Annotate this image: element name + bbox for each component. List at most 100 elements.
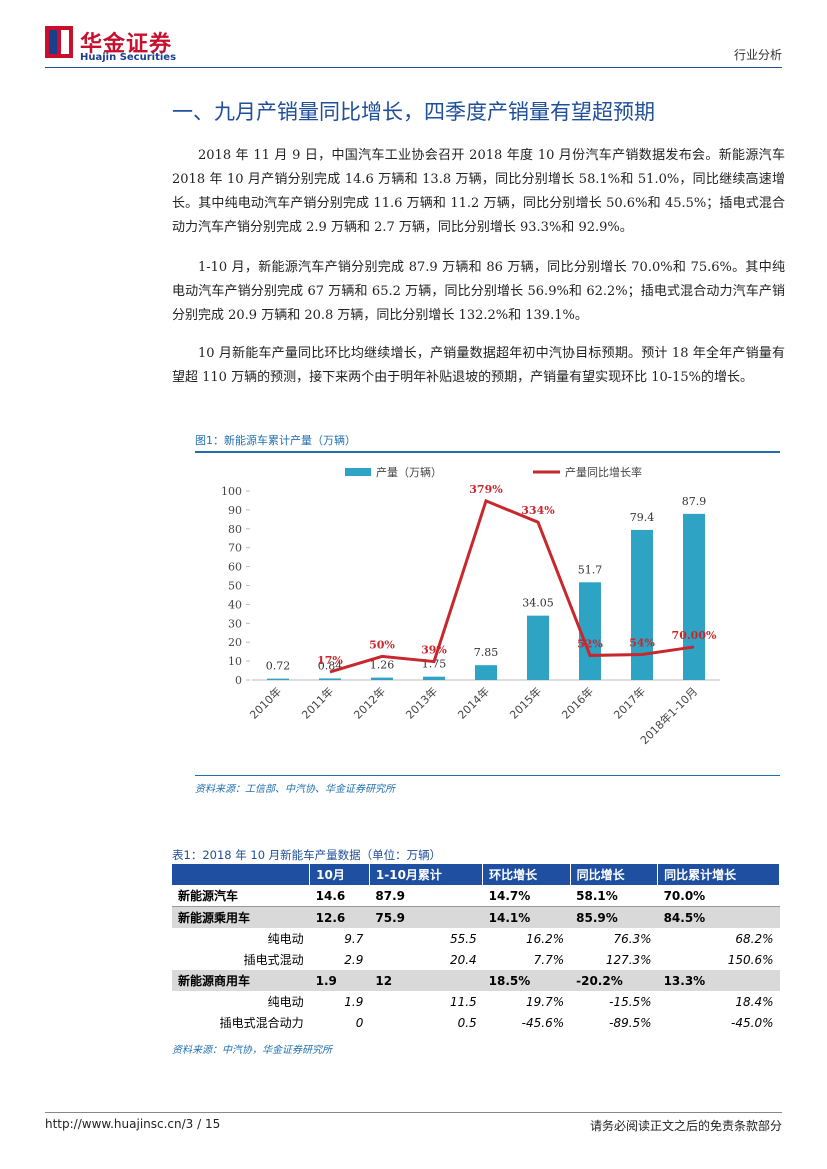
bar [267,678,289,680]
table-cell: 20.4 [449,952,477,967]
line-value-label: 17% [317,654,343,667]
x-tick-label: 2013年 [403,684,440,721]
logo-icon [45,26,73,58]
table-cell: 插电式混合动力 [219,1016,304,1030]
table-cell: 新能源商用车 [172,970,310,991]
bar [371,677,393,680]
chart: 0 10 20 30 40 50 60 70 80 90 100 产量（万辆） 产量同比增长率 2010年… [221,465,720,747]
table-cell: 14.1% [482,906,571,928]
table-cell: 7.7% [533,952,565,967]
table-cell: 13.3% [657,970,780,991]
header-row: 10月 1-10月累计 环比增长 同比增长 同比累计增长 [172,864,780,885]
table-cell: 55.5 [449,931,477,946]
footer-disclaimer: 请务必阅读正文之后的免责条款部分 [589,1119,782,1133]
line-value-label: 54% [629,636,655,649]
line-value-label: 39% [421,644,447,657]
table-cell: 18.5% [482,970,571,991]
x-tick-label: 2016年 [559,684,596,721]
table-cell: 新能源汽车 [172,885,310,907]
bar [319,678,341,680]
header-cell: 环比增长 [482,864,571,885]
paragraph: 1-10 月，新能源汽车产销分别完成 87.9 万辆和 86 万辆，同比分别增长… [172,260,785,323]
line [329,498,695,674]
bar-value-label: 79.4 [630,511,655,524]
header-cell: 同比累计增长 [657,864,780,885]
x-tick-label: 2011年 [299,684,336,721]
table-cell: -89.5% [609,1015,652,1030]
x-tick-label: 2017年 [611,684,648,721]
table-cell: 12 [369,970,483,991]
table-cell: -15.5% [609,994,652,1009]
y-tick-label: 60 [228,561,242,574]
table-cell: -20.2% [570,970,658,991]
table-cell: 新能源乘用车 [172,906,310,928]
bar-value-label: 1.26 [370,659,395,672]
bar-value-label: 0.72 [266,660,291,673]
table-cell: 11.5 [449,994,477,1009]
section-title: 一、九月产销量同比增长，四季度产销量有望超预期 [172,100,655,124]
header-cell: 同比增长 [570,864,659,885]
table-row: 插电式混合动力 0 0.5 -45.6% -89.5% -45.0% [172,1012,780,1033]
table-source: 资料来源：中汽协，华金证券研究所 [172,1045,332,1056]
table-cell: 16.2% [526,931,565,946]
legend-label: 产量（万辆） [376,465,442,479]
table-cell: 1.9 [309,970,370,991]
report-category: 行业分析 [733,48,782,62]
paragraph: 2018 年 11 月 9 日，中国汽车工业协会召开 2018 年度 10 月份… [172,148,785,235]
table-cell: 0 [355,1015,364,1030]
legend-label: 产量同比增长率 [565,465,642,479]
y-tick-label: 40 [228,598,242,611]
table-cell: 14.7% [482,885,571,907]
figure-source: 资料来源：工信部、中汽协、华金证券研究所 [195,784,395,795]
table-cell: 9.7 [344,931,364,946]
table-cell: -45.0% [731,1015,774,1030]
paragraph: 10 月新能车产量同比环比均继续增长，产销量数据超年初中汽协目标预期。预计 18… [172,346,785,385]
table-cell: 150.6% [727,952,774,967]
table-cell: 纯电动 [267,932,304,946]
table-cell: 58.1% [570,885,658,907]
table-cell: 纯电动 [267,995,304,1009]
table-row: 插电式混动 2.9 20.4 7.7% 127.3% 150.6% [172,949,780,970]
x-tick-label: 2012年 [351,684,388,721]
table-row: 新能源汽车 14.6 87.9 14.7% 58.1% 70.0% [172,885,780,907]
data-table: 10月 1-10月累计 环比增长 同比增长 同比累计增长 新能源汽车 14.6 87.9 14.… [172,864,780,1033]
table-cell: 0.5 [457,1015,477,1030]
y-tick-label: 30 [228,617,242,630]
table-cell: 14.6 [309,885,370,907]
figure-rule [195,451,780,453]
table-cell: 18.4% [735,994,774,1009]
table-cell: 87.9 [369,885,483,907]
bar [423,676,445,680]
table-cell: 19.7% [526,994,565,1009]
table-cell: 2.9 [344,952,364,967]
table-cell: 84.5% [657,906,780,928]
table-row: 新能源乘用车 12.6 75.9 14.1% 85.9% 84.5% [172,906,780,928]
table-row: 新能源商用车 1.9 12 18.5% -20.2% 13.3% [172,970,780,991]
table-cell: 127.3% [605,952,652,967]
figure-rule [195,775,780,776]
line-value-label: 50% [369,638,395,651]
table-cell: -45.6% [521,1015,565,1030]
table-cell: 68.2% [735,931,774,946]
y-tick-label: 10 [228,655,242,668]
table-cell: 插电式混动 [243,953,304,967]
table-row: 纯电动 1.9 11.5 19.7% -15.5% 18.4% [172,991,780,1012]
figure-title: 图1：新能源车累计产量（万辆） [195,434,356,447]
table-cell: 85.9% [570,906,658,928]
bar-value-label: 87.9 [682,495,707,508]
table-row: 纯电动 9.7 55.5 16.2% 76.3% 68.2% [172,928,780,949]
bar-value-label: 34.05 [522,597,554,610]
table-cell: 12.6 [309,906,370,928]
table-cell: 70.0% [657,885,780,907]
legend-swatch [345,468,371,476]
footer-rule [45,1112,782,1113]
y-tick-label: 80 [228,523,242,536]
y-tick-label: 0 [235,674,242,687]
table-cell: 75.9 [369,906,483,928]
table-title: 表1：2018 年 10 月新能车产量数据（单位：万辆） [172,848,442,862]
x-tick-label: 2014年 [455,684,492,721]
bar-value-label: 7.85 [474,646,499,659]
bar [579,582,601,680]
y-tick-label: 100 [221,485,242,498]
